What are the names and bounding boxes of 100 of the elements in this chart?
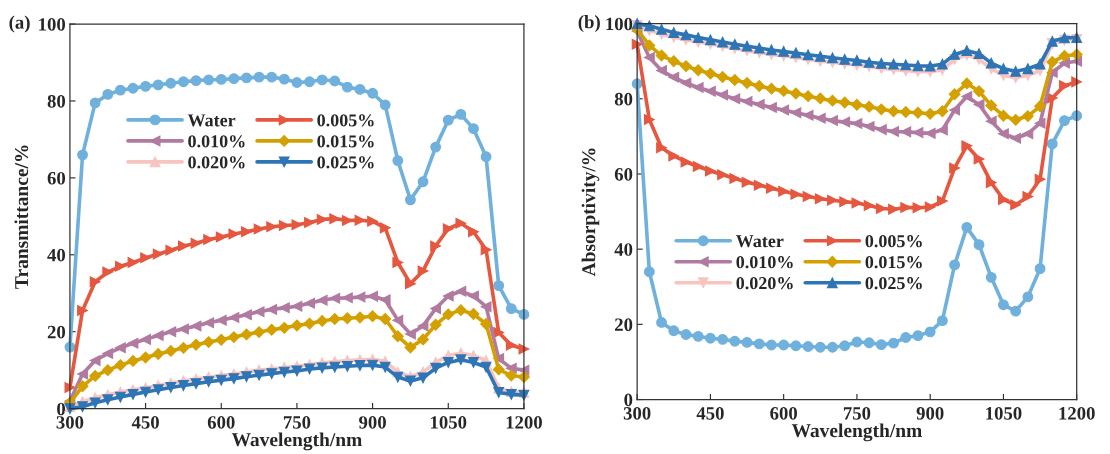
point (291, 365, 303, 377)
point (493, 280, 505, 291)
point (405, 328, 416, 340)
legend-label: 0.005% (317, 114, 374, 127)
point (998, 63, 1009, 75)
point (778, 104, 790, 116)
point (875, 103, 888, 116)
point (190, 338, 202, 351)
point (888, 126, 899, 137)
point (102, 89, 114, 100)
point (354, 84, 366, 95)
point (190, 75, 202, 87)
point (228, 373, 240, 385)
y-tick-label: 40 (47, 248, 66, 262)
legend-label: Water (735, 235, 784, 248)
point (102, 394, 114, 406)
point (303, 317, 316, 330)
point (680, 77, 692, 89)
legend-label: 0.020% (188, 156, 245, 169)
point (827, 194, 838, 206)
y-tick-label: 80 (614, 92, 633, 106)
point (741, 336, 753, 348)
point (468, 290, 479, 302)
point (266, 71, 278, 83)
point (948, 88, 961, 101)
point (366, 310, 379, 323)
point (1010, 132, 1022, 144)
point (912, 60, 924, 72)
point (329, 361, 341, 373)
point (253, 326, 266, 339)
point (505, 303, 517, 315)
point (656, 317, 667, 328)
point (1059, 115, 1070, 127)
point (717, 36, 729, 48)
point (753, 99, 765, 110)
point (354, 311, 366, 324)
point (1009, 113, 1022, 126)
point (680, 60, 692, 73)
x-tick-label: 600 (207, 416, 235, 429)
point (328, 313, 341, 325)
point (790, 340, 802, 352)
point (442, 290, 454, 302)
point (430, 362, 442, 374)
point (1022, 128, 1034, 140)
point (480, 244, 492, 256)
point (114, 359, 127, 372)
x-tick-label: 450 (131, 416, 159, 429)
legend-label: 0.010% (188, 135, 245, 148)
point (961, 45, 973, 57)
point (643, 20, 655, 32)
point (997, 109, 1010, 122)
point (203, 376, 215, 388)
point (692, 64, 705, 77)
point (875, 58, 887, 69)
point (704, 34, 716, 46)
point (802, 341, 814, 352)
point (668, 150, 680, 162)
point (215, 231, 227, 243)
x-tick-label: 750 (283, 416, 311, 429)
point (1034, 100, 1047, 113)
point (152, 384, 164, 396)
point (127, 388, 139, 400)
point (215, 333, 228, 346)
point (814, 193, 826, 205)
x-tick-label: 1200 (1059, 407, 1095, 420)
y-tick-label: 0 (624, 393, 633, 407)
point (505, 362, 517, 374)
point (961, 221, 973, 233)
point (728, 74, 741, 86)
point (667, 55, 680, 68)
point (985, 99, 998, 112)
point (802, 109, 814, 121)
point (741, 96, 753, 107)
y-tick-label: 60 (47, 171, 66, 185)
point (165, 244, 177, 256)
point (1071, 76, 1083, 88)
point (114, 391, 126, 403)
x-tick-label: 1050 (431, 416, 467, 429)
point (704, 85, 716, 97)
point (924, 326, 936, 338)
point (77, 305, 88, 316)
point (417, 333, 429, 346)
point (417, 176, 429, 188)
point (102, 348, 114, 360)
point (417, 372, 429, 384)
legend-label: 0.025% (865, 277, 922, 290)
point (850, 98, 863, 111)
point (178, 323, 189, 335)
point (717, 89, 729, 101)
point (367, 359, 379, 371)
point (241, 226, 252, 238)
point (304, 297, 315, 309)
point (704, 67, 717, 80)
point (392, 314, 404, 326)
point (266, 368, 278, 380)
point (454, 304, 467, 317)
point (278, 321, 291, 334)
point (152, 248, 164, 260)
point (924, 60, 936, 72)
point (729, 335, 741, 347)
